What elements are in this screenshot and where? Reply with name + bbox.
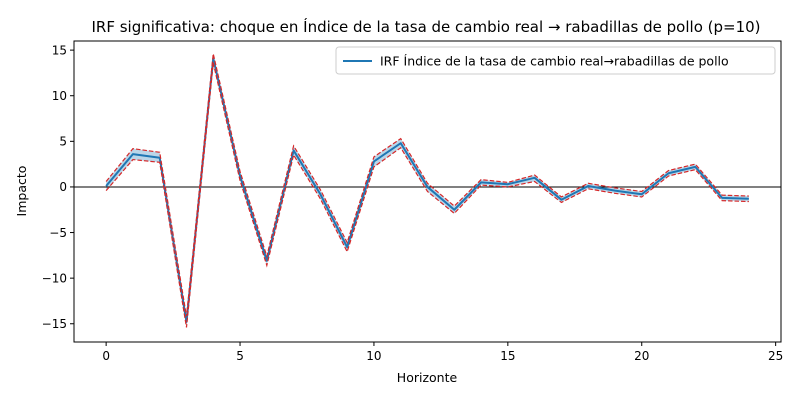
plot-frame xyxy=(73,40,782,343)
upper-bound-line xyxy=(105,53,749,317)
lower-bound-line xyxy=(105,62,749,328)
y-tick-label: 0 xyxy=(59,180,67,194)
x-tick-label: 0 xyxy=(102,349,110,363)
y-tick-label: −10 xyxy=(42,271,67,285)
y-tick-label: 5 xyxy=(59,135,67,149)
y-axis-label: Impacto xyxy=(14,166,29,217)
x-tick-label: 15 xyxy=(500,349,515,363)
x-axis: 0 5 10 15 20 25 xyxy=(102,342,783,363)
plot-content xyxy=(74,53,781,328)
x-axis-label: Horizonte xyxy=(397,370,458,385)
legend-box xyxy=(335,46,776,75)
legend: IRF Índice de la tasa de cambio real→rab… xyxy=(335,46,776,75)
y-tick-label: −5 xyxy=(49,226,67,240)
x-tick-label: 20 xyxy=(634,349,649,363)
x-tick-label: 10 xyxy=(366,349,381,363)
chart-title: IRF significativa: choque en Índice de l… xyxy=(91,17,760,36)
x-tick-label: 5 xyxy=(236,349,244,363)
y-tick-label: −15 xyxy=(42,317,67,331)
y-tick-label: 10 xyxy=(52,89,67,103)
y-axis: −15 −10 −5 0 5 10 15 xyxy=(42,43,74,331)
x-tick-label: 25 xyxy=(768,349,783,363)
y-tick-label: 15 xyxy=(52,43,67,57)
legend-label: IRF Índice de la tasa de cambio real→rab… xyxy=(380,54,729,69)
